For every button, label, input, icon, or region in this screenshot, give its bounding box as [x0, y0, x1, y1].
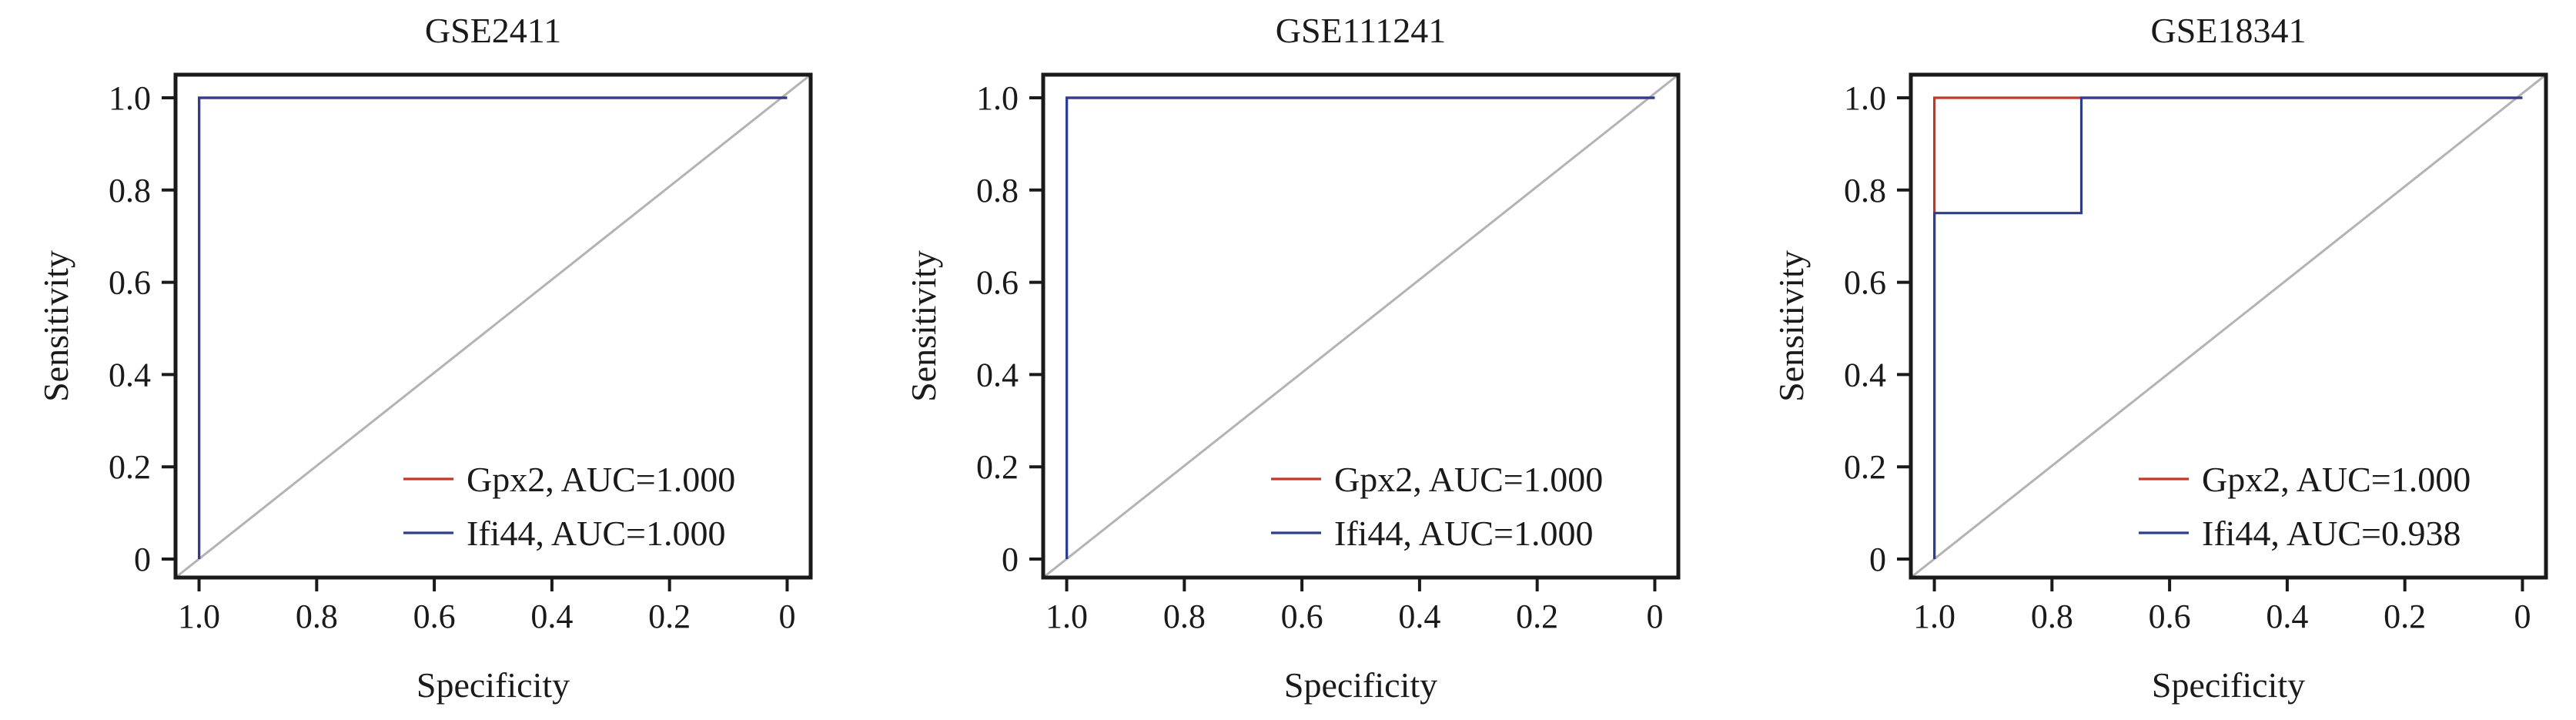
y-tick-label: 0.2 — [109, 448, 151, 486]
roc-panel-2: GSE111241 1.0 0.8 0.6 0.4 0.2 0 0 0.2 0.4 0.6 0.8 1.… — [904, 11, 1681, 705]
x-tick-label: 0 — [2514, 598, 2531, 635]
y-axis-label: Sensitivity — [1771, 250, 1811, 402]
y-axis-label: Sensitivity — [904, 250, 943, 402]
y-tick-label: 0.6 — [1844, 264, 1886, 302]
x-tick-label: 0.8 — [296, 598, 338, 635]
x-tick-label: 0.2 — [1516, 598, 1558, 635]
x-tick-label: 0.4 — [1398, 598, 1440, 635]
x-tick-label: 0.8 — [1163, 598, 1206, 635]
chart-title: GSE2411 — [425, 11, 561, 50]
y-tick-label: 0.6 — [976, 264, 1019, 302]
x-tick-label: 0.6 — [2149, 598, 2191, 635]
x-tick-label: 0 — [1646, 598, 1663, 635]
y-tick-label: 0.2 — [1844, 448, 1886, 486]
legend-label: Gpx2, AUC=1.000 — [1334, 460, 1603, 499]
y-axis-label: Sensitivity — [36, 250, 75, 402]
x-tick-label: 0.2 — [2384, 598, 2426, 635]
x-tick-label: 0.6 — [1281, 598, 1323, 635]
chart-title: GSE18341 — [2151, 11, 2307, 50]
roc-panel-1: GSE2411 1.0 0.8 0.6 0.4 0.2 0 0 0.2 0.4 0.6 0.8 1.0 S… — [36, 11, 813, 705]
x-tick-label: 0.6 — [413, 598, 456, 635]
plot-frame — [1041, 72, 1681, 580]
y-tick-label: 1.0 — [976, 79, 1019, 117]
y-tick-label: 0.8 — [109, 172, 151, 209]
legend-label: Ifi44, AUC=0.938 — [2202, 514, 2461, 553]
roc-panel-3: GSE18341 1.0 0.8 0.6 0.4 0.2 0 0 0.2 0.4 0.6 0.8 1.0… — [1771, 11, 2548, 705]
x-tick-label: 0.8 — [2031, 598, 2073, 635]
y-tick-label: 0.8 — [1844, 172, 1886, 209]
x-tick-label: 1.0 — [178, 598, 220, 635]
legend-label: Ifi44, AUC=1.000 — [467, 514, 725, 553]
x-tick-label: 1.0 — [1045, 598, 1088, 635]
y-tick-label: 0.4 — [1844, 356, 1886, 393]
legend-label: Ifi44, AUC=1.000 — [1334, 514, 1593, 553]
y-tick-label: 0.6 — [109, 264, 151, 302]
roc-curve-ifi44 — [1065, 96, 1655, 559]
x-axis-label: Specificity — [1284, 665, 1437, 705]
x-tick-label: 0.4 — [530, 598, 573, 635]
chart-title: GSE111241 — [1276, 11, 1447, 50]
x-tick-label: 0.2 — [648, 598, 691, 635]
y-tick-label: 1.0 — [109, 79, 151, 117]
y-tick-label: 0 — [134, 541, 151, 578]
diagonal-reference-line — [175, 73, 811, 579]
y-tick-label: 0.2 — [976, 448, 1019, 486]
x-tick-label: 1.0 — [1913, 598, 1955, 635]
x-axis-label: Specificity — [2152, 665, 2305, 705]
y-tick-label: 0.8 — [976, 172, 1019, 209]
legend-label: Gpx2, AUC=1.000 — [2202, 460, 2471, 499]
y-tick-label: 1.0 — [1844, 79, 1886, 117]
plot-frame — [1909, 72, 2548, 580]
x-tick-label: 0 — [778, 598, 795, 635]
diagonal-reference-line — [1910, 73, 2547, 579]
y-tick-label: 0 — [1002, 541, 1019, 578]
plot-frame — [173, 72, 813, 580]
y-tick-label: 0.4 — [976, 356, 1019, 393]
y-tick-label: 0.4 — [109, 356, 151, 393]
diagonal-reference-line — [1042, 73, 1679, 579]
x-axis-label: Specificity — [417, 665, 570, 705]
roc-curve-ifi44 — [1933, 96, 2523, 559]
roc-curve-ifi44 — [198, 96, 788, 559]
legend-label: Gpx2, AUC=1.000 — [467, 460, 735, 499]
y-tick-label: 0 — [1869, 541, 1886, 578]
x-tick-label: 0.4 — [2266, 598, 2308, 635]
